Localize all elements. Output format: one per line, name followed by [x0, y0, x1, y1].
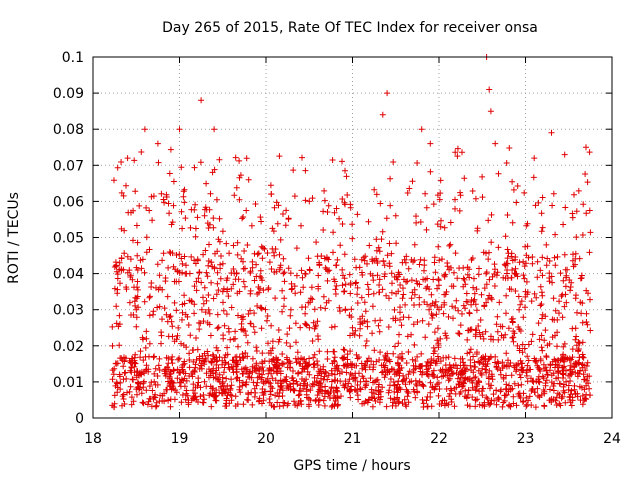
x-axis-label: GPS time / hours: [293, 458, 410, 474]
x-tick-label: 22: [430, 431, 448, 447]
x-axis-ticks: 18 19 20 21 22 23 24: [84, 57, 621, 447]
y-axis-label: ROTI / TECUs: [6, 192, 22, 284]
x-tick-label: 20: [257, 431, 275, 447]
x-tick-label: 23: [517, 431, 535, 447]
y-tick-label: 0.06: [53, 194, 84, 210]
y-tick-label: 0.09: [53, 86, 84, 102]
y-axis-ticks: 0 0.01 0.02 0.03 0.04 0.05 0.06 0.07 0.08 0.09 0.1: [53, 50, 612, 427]
x-tick-label: 24: [603, 431, 621, 447]
y-tick-label: 0.07: [53, 158, 84, 174]
roti-point-markers: [109, 54, 594, 411]
y-tick-label: 0: [75, 411, 84, 427]
y-tick-label: 0.03: [53, 303, 84, 319]
x-tick-label: 19: [171, 431, 189, 447]
y-tick-label: 0.02: [53, 339, 84, 355]
y-tick-label: 0.05: [53, 231, 84, 247]
y-tick-label: 0.01: [53, 375, 84, 391]
data-points: [109, 54, 594, 411]
chart-title: Day 265 of 2015, Rate Of TEC Index for r…: [162, 20, 538, 36]
x-tick-label: 18: [84, 431, 102, 447]
y-tick-label: 0.04: [53, 267, 84, 283]
y-tick-label: 0.08: [53, 122, 84, 138]
x-tick-label: 21: [344, 431, 362, 447]
y-tick-label: 0.1: [62, 50, 84, 66]
